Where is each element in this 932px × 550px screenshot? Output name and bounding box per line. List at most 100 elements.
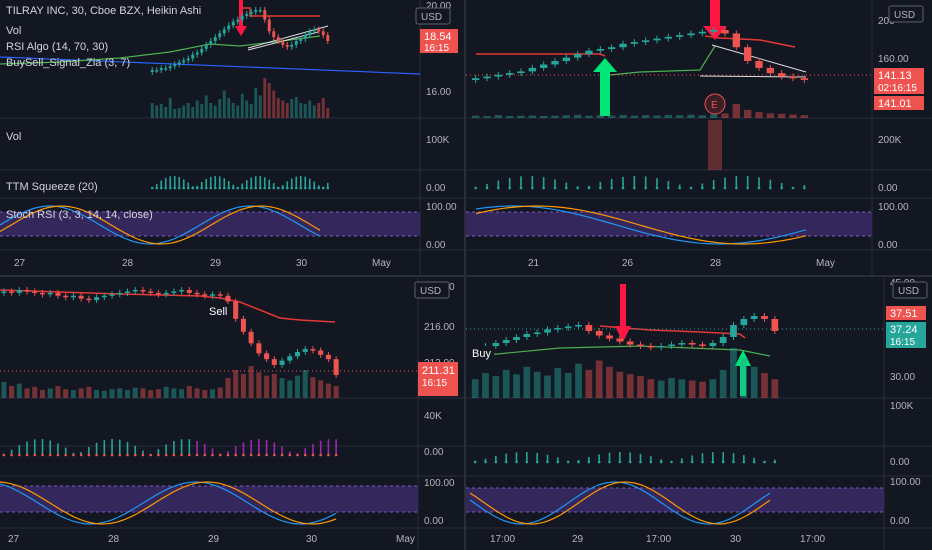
br-volume-bar-1 xyxy=(482,373,489,398)
tl-squeeze-bar-14 xyxy=(214,176,217,188)
br-candle-25 xyxy=(730,325,737,337)
bl-x-30: 30 xyxy=(306,534,318,545)
bl-stoch-band xyxy=(0,486,418,512)
tl-squeeze-dot-21 xyxy=(245,186,249,190)
tl-volume-bar-22 xyxy=(249,104,253,118)
tl-candle-11 xyxy=(200,48,204,53)
tl-squeeze-bar-17 xyxy=(227,181,230,188)
tl-currency-box[interactable] xyxy=(415,7,451,25)
tr-red-line-left xyxy=(476,53,606,57)
tr-squeeze-bar-15 xyxy=(644,176,647,188)
bl-volume-bar-31 xyxy=(240,374,246,398)
tr-squeeze-dot-18 xyxy=(678,186,681,190)
bl-squeeze-bar-16 xyxy=(126,441,129,455)
bl-price-tag xyxy=(418,362,458,396)
tr-earnings-marker[interactable] xyxy=(704,93,726,115)
br-volume-bar-18 xyxy=(657,380,665,398)
br-candle-8 xyxy=(554,328,562,330)
tr-candle-17 xyxy=(664,36,673,39)
bl-squeeze-bar-7 xyxy=(57,443,59,455)
bl-squeeze-dot-5 xyxy=(41,453,44,457)
tr-squeeze-bar-11 xyxy=(599,181,602,188)
panel-top-right[interactable]: E 200 USD 160.00 141.13 02:16:15 141.01 … xyxy=(466,0,932,276)
br-volume-bar-21 xyxy=(688,380,696,398)
bl-squeeze-bar-37 xyxy=(288,451,291,455)
tl-candles xyxy=(150,7,330,75)
tl-squeeze-bar-26 xyxy=(268,179,271,188)
tr-buy-arrow xyxy=(600,70,610,116)
tr-squeeze-dot-15 xyxy=(644,186,647,190)
bl-candle-11 xyxy=(86,298,92,301)
bl-volume-bar-10 xyxy=(78,388,84,398)
bl-candle-0 xyxy=(1,291,7,293)
tl-squeeze-bar-29 xyxy=(281,185,284,188)
tr-squeeze-bar-16 xyxy=(656,178,658,188)
tr-volume-bar-14 xyxy=(630,115,639,118)
panel-bottom-right[interactable]: Buy 45.00 USD 37.51 37.24 16:15 30.00 10… xyxy=(466,278,932,550)
br-x-1700-c: 17:00 xyxy=(800,534,825,545)
br-candle-17 xyxy=(647,346,655,348)
br-squeeze-bar-1 xyxy=(484,458,487,462)
bl-candle-16 xyxy=(124,291,131,293)
br-squeeze-bar-27 xyxy=(753,457,755,462)
tl-x-30: 30 xyxy=(296,258,308,269)
br-sell-arrow xyxy=(620,284,626,328)
br-candle-21 xyxy=(688,343,696,345)
br-squeeze-histogram xyxy=(473,452,777,464)
br-candle-22 xyxy=(699,344,706,346)
tl-squeeze-bar-27 xyxy=(272,183,275,188)
br-sell-arrow-head xyxy=(615,326,631,342)
bl-candle-23 xyxy=(179,290,185,292)
tr-candle-1 xyxy=(483,76,491,79)
tr-currency: USD xyxy=(894,10,915,21)
tl-volume-bar-5 xyxy=(173,109,177,118)
bl-tick-216: 216.00 xyxy=(424,322,455,333)
bl-squeeze-bar-36 xyxy=(281,446,283,455)
panel-top-left[interactable]: TILRAY INC, 30, Cboe BZX, Heikin Ashi Vo… xyxy=(0,0,465,276)
tl-sell-arrow xyxy=(239,0,243,28)
tl-squeeze-dot-38 xyxy=(321,186,325,190)
tl-candle-4 xyxy=(168,66,172,69)
br-squeeze-dot-19 xyxy=(670,460,673,464)
bl-candle-39 xyxy=(302,349,308,352)
br-squeeze-dot-7 xyxy=(546,460,549,464)
tr-currency-box[interactable] xyxy=(888,5,924,23)
br-squeeze-bar-22 xyxy=(701,453,704,462)
tr-candle-19 xyxy=(687,33,695,36)
br-candle-16 xyxy=(637,344,644,346)
tl-volume-bar-21 xyxy=(245,100,249,118)
tr-candle-22 xyxy=(721,30,729,34)
tl-volume-bar-33 xyxy=(299,103,303,118)
br-currency-box[interactable] xyxy=(892,281,928,299)
tl-squeeze-bar-21 xyxy=(245,180,248,188)
bl-squeeze-dot-17 xyxy=(133,453,137,457)
tr-stoch-band xyxy=(466,212,872,236)
br-squeeze-dot-28 xyxy=(763,460,766,464)
panel-bottom-left[interactable]: Sell 216.00 USD 216.00 212.00 211.31 16:… xyxy=(0,278,465,550)
tr-squeeze-dot-27 xyxy=(780,186,783,190)
br-candle-27 xyxy=(750,316,758,319)
tr-squeeze-dot-2 xyxy=(497,186,500,190)
bl-squeeze-dot-27 xyxy=(211,453,214,457)
bl-volume-bar-28 xyxy=(217,387,223,398)
bl-candle-4 xyxy=(32,291,38,293)
br-squeeze-dot-24 xyxy=(721,460,725,464)
tl-volume-bar-16 xyxy=(222,90,226,118)
tr-candle-26 xyxy=(766,67,775,74)
bl-squeeze-bar-2 xyxy=(18,445,21,455)
bl-volume-bar-14 xyxy=(109,389,115,398)
tr-tick-160: 160.00 xyxy=(878,54,909,65)
bl-volume-bars xyxy=(1,366,339,398)
tl-candle-34 xyxy=(303,35,307,40)
br-volume-bar-16 xyxy=(637,376,644,398)
tr-candle-13 xyxy=(619,43,627,48)
tr-volume-bar-24 xyxy=(743,109,752,118)
br-volume-bar-8 xyxy=(554,368,562,398)
br-red-line xyxy=(599,325,746,339)
bl-currency-box[interactable] xyxy=(414,281,450,299)
tl-stoch-0: 0.00 xyxy=(426,240,446,251)
bl-candle-14 xyxy=(109,294,115,296)
br-volume-bar-14 xyxy=(616,371,624,398)
bl-squeeze-bar-35 xyxy=(273,442,276,455)
br-squeeze-dot-8 xyxy=(556,460,560,464)
